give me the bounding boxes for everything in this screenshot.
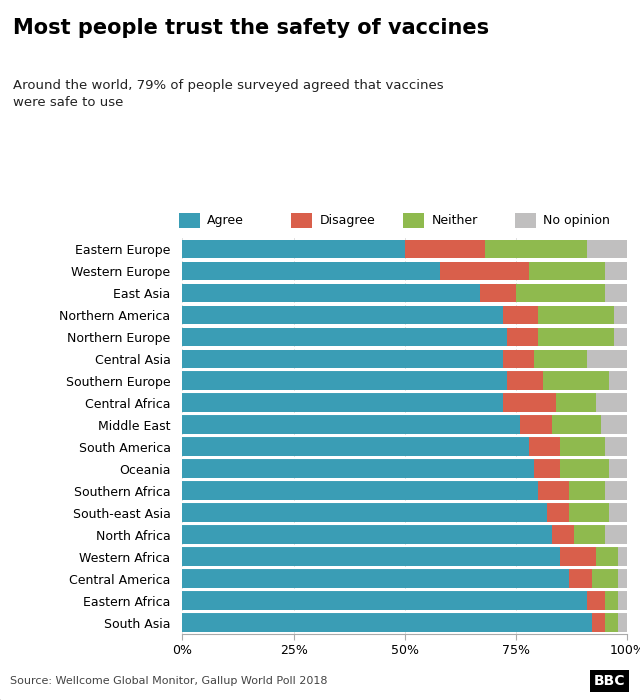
Bar (182, 482, 538, 500)
Text: Agree: Agree (207, 214, 244, 227)
Bar (182, 306, 502, 324)
Bar (538, 482, 570, 500)
Bar (534, 459, 561, 478)
Text: BBC: BBC (594, 673, 625, 687)
Text: Neither: Neither (431, 214, 477, 227)
Bar (614, 328, 627, 346)
Bar (182, 592, 587, 610)
Bar (605, 438, 627, 456)
Bar (605, 284, 627, 302)
Bar (182, 349, 502, 368)
Text: Around the world, 79% of people surveyed agreed that vaccines
were safe to use: Around the world, 79% of people surveyed… (13, 79, 444, 109)
Bar (507, 328, 538, 346)
Text: Most people trust the safety of vaccines: Most people trust the safety of vaccines (13, 18, 489, 38)
Bar (182, 459, 534, 478)
Bar (570, 482, 605, 500)
Bar (552, 415, 600, 434)
Bar (182, 415, 520, 434)
Bar (552, 525, 574, 544)
Bar (561, 459, 609, 478)
Bar (529, 438, 561, 456)
Bar (534, 349, 587, 368)
Bar (182, 613, 591, 632)
Bar (182, 525, 552, 544)
Text: Disagree: Disagree (319, 214, 375, 227)
Bar (405, 239, 485, 258)
Bar (538, 306, 614, 324)
Bar (600, 415, 627, 434)
Bar (618, 569, 627, 588)
Bar (529, 262, 605, 280)
Bar (591, 569, 618, 588)
Bar (587, 239, 627, 258)
Bar (574, 525, 605, 544)
Bar (587, 349, 627, 368)
Bar (182, 393, 502, 412)
Bar (182, 503, 547, 522)
Bar (182, 547, 561, 566)
Bar (516, 284, 605, 302)
Bar (502, 306, 538, 324)
Bar (485, 239, 587, 258)
Bar (605, 592, 618, 610)
Bar (561, 438, 605, 456)
Bar (609, 459, 627, 478)
Bar (556, 393, 596, 412)
Bar (520, 415, 552, 434)
Bar (609, 503, 627, 522)
Bar (609, 372, 627, 390)
Bar (182, 372, 507, 390)
Bar (440, 262, 529, 280)
Bar (605, 525, 627, 544)
Bar (182, 328, 507, 346)
Bar (538, 328, 614, 346)
Bar (591, 613, 605, 632)
Bar (182, 569, 570, 588)
Bar (182, 284, 481, 302)
Bar (182, 239, 405, 258)
Bar (481, 284, 516, 302)
Bar (507, 372, 543, 390)
Bar (596, 393, 627, 412)
Bar (596, 547, 618, 566)
Bar (605, 262, 627, 280)
Bar (561, 547, 596, 566)
Bar (502, 393, 556, 412)
Bar (605, 613, 618, 632)
Bar (605, 482, 627, 500)
Text: No opinion: No opinion (543, 214, 610, 227)
Bar (618, 613, 627, 632)
Bar (502, 349, 534, 368)
Bar (587, 592, 605, 610)
Bar (570, 503, 609, 522)
Bar (618, 592, 627, 610)
Bar (182, 262, 440, 280)
Text: Source: Wellcome Global Monitor, Gallup World Poll 2018: Source: Wellcome Global Monitor, Gallup … (10, 676, 327, 686)
Bar (547, 503, 570, 522)
Bar (570, 569, 591, 588)
Bar (618, 547, 627, 566)
Bar (543, 372, 609, 390)
Bar (182, 438, 529, 456)
Bar (614, 306, 627, 324)
